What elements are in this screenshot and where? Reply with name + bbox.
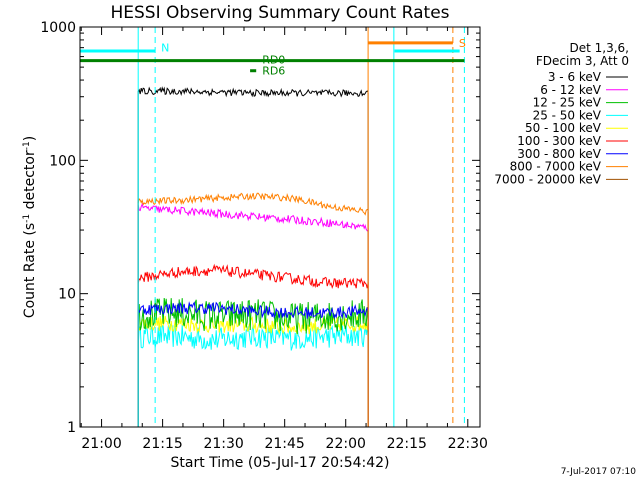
x-tick-label-5: 22:15 bbox=[387, 436, 427, 452]
legend-label-5: 100 - 300 keV bbox=[517, 134, 601, 148]
attenuator-label-3: S bbox=[459, 37, 466, 50]
x-tick-label-3: 21:45 bbox=[264, 436, 304, 452]
decimation-label-1: RD0 bbox=[262, 54, 285, 67]
legend-label-4: 50 - 100 keV bbox=[525, 121, 602, 135]
legend-label-6: 300 - 800 keV bbox=[517, 147, 601, 161]
series-line-4 bbox=[137, 315, 369, 335]
x-axis-label: Start Time (05-Jul-17 20:54:42) bbox=[170, 455, 389, 471]
legend-header-line-2: FDecim 3, Att 0 bbox=[536, 54, 629, 68]
legend-header-line-1: Det 1,3,6, bbox=[570, 41, 630, 55]
decimation-label-2: RD6 bbox=[262, 65, 285, 78]
x-tick-label-4: 22:00 bbox=[326, 436, 366, 452]
legend-label-2: 12 - 25 keV bbox=[533, 96, 602, 110]
legend-label-1: 6 - 12 keV bbox=[540, 83, 602, 97]
tick-layer: 21:00 21:15 21:30 21:45 22:00 22:15 22:30 1 10 10… bbox=[40, 20, 488, 452]
series-line-1 bbox=[137, 202, 369, 232]
legend-label-8: 7000 - 20000 keV bbox=[494, 172, 601, 186]
x-tick-label-2: 21:30 bbox=[203, 436, 243, 452]
y-tick-label-2: 100 bbox=[49, 153, 76, 169]
y-axis-label: Count Rate (s-1 detector-1) bbox=[22, 136, 38, 318]
series-line-5 bbox=[137, 263, 369, 289]
plot-frame bbox=[79, 26, 481, 428]
legend-label-0: 3 - 6 keV bbox=[548, 70, 602, 84]
x-tick-label-0: 21:00 bbox=[81, 436, 121, 452]
timestamp: 7-Jul-2017 07:10 bbox=[561, 467, 637, 477]
series-layer bbox=[137, 86, 369, 427]
series-line-0 bbox=[137, 86, 369, 98]
x-tick-label-6: 22:30 bbox=[448, 436, 488, 452]
y-tick-label-1: 10 bbox=[58, 287, 76, 303]
series-line-7 bbox=[137, 192, 369, 216]
legend-label-7: 800 - 7000 keV bbox=[510, 160, 602, 174]
y-tick-label-0: 1 bbox=[67, 420, 76, 436]
chart-title: HESSI Observing Summary Count Rates bbox=[110, 3, 449, 23]
series-line-6 bbox=[137, 301, 369, 320]
legend-label-3: 25 - 50 keV bbox=[533, 108, 602, 122]
y-tick-label-3: 1000 bbox=[40, 20, 76, 36]
x-tick-label-1: 21:15 bbox=[142, 436, 182, 452]
attenuator-label-1: N bbox=[161, 42, 169, 55]
